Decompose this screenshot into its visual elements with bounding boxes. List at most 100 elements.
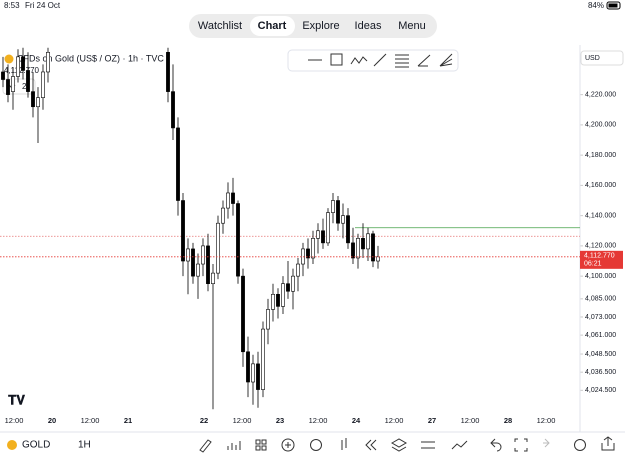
tool-draw[interactable]	[199, 439, 212, 453]
x-tick-label: 24	[352, 416, 361, 425]
tool-alerts[interactable]	[574, 439, 586, 451]
tab[interactable]: Menu	[398, 20, 426, 32]
candle-body	[226, 192, 230, 209]
y-tick-label: 4,100.000	[585, 273, 616, 280]
tool-layers[interactable]	[390, 438, 408, 452]
tool-settings[interactable]	[421, 441, 435, 449]
y-tick-label: 4,180.000	[585, 152, 616, 159]
battery-fill	[608, 3, 618, 8]
y-tick-label: 4,024.500	[585, 387, 616, 394]
candle-body	[356, 238, 360, 259]
symbol-name[interactable]: CFDs on Gold (US$ / OZ) · 1h · TVC	[17, 53, 164, 63]
tab[interactable]: Chart	[258, 20, 287, 32]
bottom-interval[interactable]: 1H	[78, 440, 91, 451]
tool-add[interactable]	[281, 438, 295, 452]
tool-compare[interactable]	[451, 440, 468, 450]
tool-rect[interactable]	[330, 53, 343, 66]
candle-body	[36, 97, 40, 108]
tool-undo[interactable]	[490, 438, 502, 452]
y-tick-label: 4,036.500	[585, 369, 616, 376]
candle-body	[171, 91, 175, 129]
y-tick-label: 4,200.000	[585, 122, 616, 129]
candle-body	[276, 293, 280, 307]
bottom-symbol[interactable]: GOLD	[22, 440, 50, 451]
candle-body	[11, 76, 15, 92]
battery-icon	[606, 1, 621, 10]
candle-body	[291, 275, 295, 292]
tool-indicators[interactable]	[227, 441, 241, 450]
status-date: Fri 24 Oct	[25, 1, 61, 10]
tool-layout-c[interactable]	[255, 445, 261, 451]
tool-alert[interactable]	[310, 439, 322, 451]
tool-angle[interactable]	[417, 54, 431, 67]
candle-body	[331, 200, 335, 213]
status-time: 8:53	[4, 1, 20, 10]
tool-fan[interactable]	[439, 53, 453, 67]
y-tick-label: 4,140.000	[585, 212, 616, 219]
candle-body	[246, 351, 250, 383]
candle-body	[241, 275, 245, 353]
bottom-tools	[199, 436, 615, 453]
candle-body	[181, 200, 185, 262]
candle-body	[206, 245, 210, 285]
last-price-tag	[580, 250, 623, 269]
y-tick-label: 4,061.000	[585, 332, 616, 339]
tool-layout-a[interactable]	[255, 439, 261, 445]
y-tick-label: 4,120.000	[585, 243, 616, 250]
x-tick-label: 21	[124, 416, 132, 425]
currency: USD	[585, 55, 600, 62]
candle-body	[366, 233, 370, 250]
candles	[0, 47, 580, 410]
tool-fullscreen[interactable]	[514, 438, 528, 452]
candle-body	[336, 200, 340, 224]
candle-body	[31, 91, 35, 108]
x-tick-label: 12:00	[537, 416, 556, 425]
tool-layout-b[interactable]	[261, 439, 267, 445]
candle-body	[256, 363, 260, 390]
candle-body	[46, 51, 50, 73]
candle-body	[166, 51, 170, 92]
tab[interactable]: Watchlist	[198, 20, 242, 32]
indicator-count: 2	[22, 82, 27, 91]
candle-body	[261, 328, 265, 390]
candle-body	[281, 283, 285, 307]
x-tick-label: 12:00	[81, 416, 100, 425]
tab[interactable]: Explore	[302, 20, 339, 32]
x-tick-label: 22	[200, 416, 208, 425]
tool-trend[interactable]	[373, 53, 387, 67]
x-tick-label: 12:00	[5, 416, 24, 425]
currency-select[interactable]	[580, 50, 624, 66]
tool-replay[interactable]	[365, 439, 377, 451]
candle-body	[296, 263, 300, 277]
tool-redo[interactable]	[543, 438, 550, 448]
tool-path[interactable]	[350, 56, 368, 65]
candle-body	[251, 363, 255, 383]
candle-body	[326, 212, 330, 244]
tool-fib[interactable]	[395, 54, 409, 68]
candle-body	[16, 56, 20, 77]
candle-body	[216, 222, 220, 274]
candle-body	[21, 56, 25, 71]
x-tick-label: 12:00	[309, 416, 328, 425]
tab[interactable]: Ideas	[355, 20, 382, 32]
candle-body	[271, 293, 275, 310]
plus	[285, 442, 291, 448]
candle-body	[341, 215, 345, 224]
y-tick-label: 4,085.000	[585, 296, 616, 303]
candle-body	[6, 79, 10, 95]
last-price-label: 4,112.770	[584, 253, 615, 260]
y-tick-label: 4,048.500	[585, 351, 616, 358]
tool-layout-d[interactable]	[261, 445, 267, 451]
x-tick-label: 12:00	[461, 416, 480, 425]
x-tick-label: 20	[48, 416, 56, 425]
candle-body	[201, 245, 205, 265]
tool-share[interactable]	[601, 436, 615, 451]
candle-body	[316, 230, 320, 239]
battery-level: 84%	[588, 1, 604, 10]
candle-body	[286, 283, 290, 292]
candle-body	[371, 233, 375, 262]
tool-candles[interactable]	[341, 438, 347, 450]
drawing-tools	[308, 53, 453, 68]
candle-body	[376, 256, 380, 262]
